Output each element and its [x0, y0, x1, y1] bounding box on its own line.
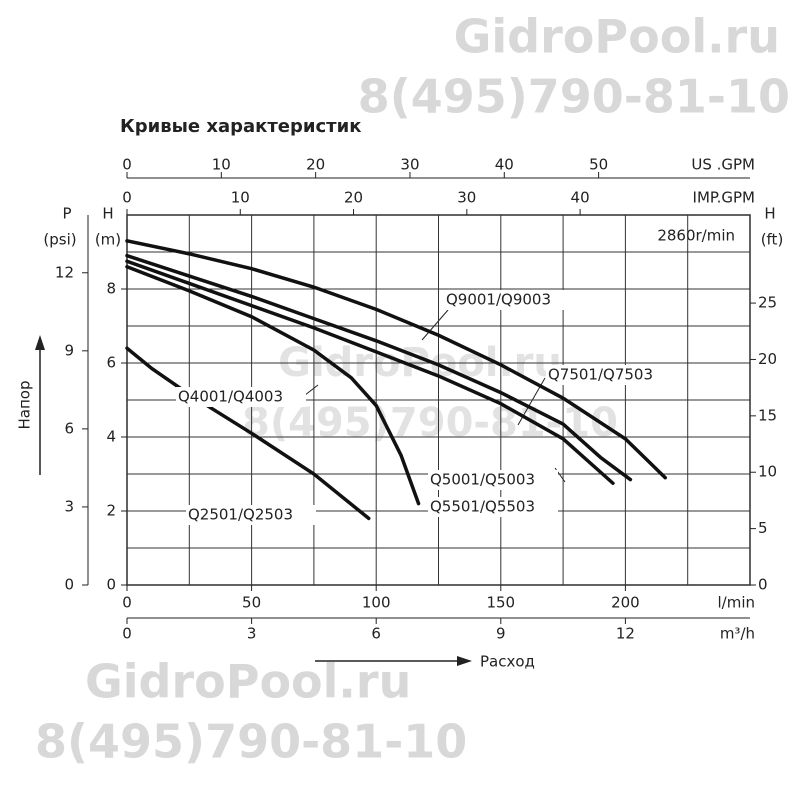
x-tick-label: 150 [486, 594, 515, 612]
y-tick-label: 15 [758, 406, 777, 424]
series-label: Q9001/Q9003 [446, 291, 551, 309]
y-tick-label: 20 [758, 350, 777, 368]
curve [125, 259, 615, 485]
curve [125, 346, 371, 521]
axis-unit: US .GPM [691, 156, 755, 174]
x-tick-label: 0 [122, 156, 132, 174]
axis-unit: l/min [717, 594, 755, 612]
y-tick-label: 5 [758, 519, 768, 537]
axis-unit: m³/h [720, 625, 755, 643]
y-tick-label: 0 [758, 576, 768, 594]
y-tick-label: 4 [106, 428, 116, 446]
series-label: Q2501/Q2503 [188, 506, 293, 524]
x-tick-label: 10 [212, 156, 231, 174]
x-tick-label: 20 [306, 156, 325, 174]
leader-line [421, 309, 449, 341]
label-bg [186, 505, 316, 525]
x-tick-label: 30 [400, 156, 419, 174]
chart-title: Кривые характеристик [120, 116, 361, 137]
axis-name: H [102, 205, 113, 223]
x-tick-label: 3 [247, 625, 257, 643]
x-tick-label: 12 [616, 625, 635, 643]
curve [125, 265, 421, 506]
y-tick-label: 0 [106, 576, 116, 594]
watermark: GidroPool.ru [454, 10, 780, 64]
series-label: Q7501/Q7503 [548, 366, 653, 384]
y-tick-label: 25 [758, 294, 777, 312]
arrow-head [457, 656, 472, 666]
series-label: Q5501/Q5503 [430, 498, 535, 516]
x-tick-label: 200 [611, 594, 640, 612]
y-tick-label: 8 [106, 280, 116, 298]
x-tick-label: 0 [122, 594, 132, 612]
axis-name: P [62, 205, 71, 223]
label-bg [444, 290, 574, 310]
x-tick-label: 6 [371, 625, 381, 643]
curve [125, 239, 668, 480]
subtitle: 2860r/min [657, 227, 735, 245]
watermark: 8(495)790-81-10 [358, 70, 790, 124]
y-tick-label: 3 [64, 497, 74, 515]
axis-unit: (m) [95, 231, 121, 249]
axis-unit: IMP.GPM [693, 189, 755, 207]
x-tick-label: 50 [589, 156, 608, 174]
curve [125, 253, 633, 482]
label-bg [428, 470, 558, 490]
series-label: Q5001/Q5003 [430, 471, 535, 489]
x-axis-title: Расход [480, 653, 535, 671]
y-tick-label: 0 [64, 576, 74, 594]
label-bg [176, 387, 306, 407]
label-bg [546, 365, 676, 385]
y-tick-label: 9 [64, 341, 74, 359]
x-tick-label: 40 [571, 189, 590, 207]
y-axis-title: Напор [16, 381, 34, 430]
watermark: GidroPool.ru [85, 655, 411, 709]
x-tick-label: 10 [231, 189, 250, 207]
x-tick-label: 9 [496, 625, 506, 643]
axis-unit: (psi) [43, 231, 76, 249]
y-tick-label: 6 [106, 354, 116, 372]
watermark: 8(495)790-81-10 [35, 715, 467, 769]
label-bg [428, 497, 558, 517]
x-tick-label: 0 [122, 189, 132, 207]
x-tick-label: 20 [344, 189, 363, 207]
x-tick-label: 100 [362, 594, 391, 612]
x-tick-label: 0 [122, 625, 132, 643]
y-tick-label: 10 [758, 463, 777, 481]
y-tick-label: 12 [55, 263, 74, 281]
axis-name: H [764, 205, 775, 223]
x-tick-label: 30 [457, 189, 476, 207]
x-tick-label: 40 [495, 156, 514, 174]
watermark: 8(495)790-81-10 [242, 400, 618, 446]
arrow-head [35, 335, 45, 350]
x-tick-label: 50 [242, 594, 261, 612]
axis-unit: (ft) [761, 231, 784, 249]
annotation: Q4001/Q4003 [178, 388, 283, 406]
y-tick-label: 2 [106, 502, 116, 520]
y-tick-label: 6 [64, 419, 74, 437]
